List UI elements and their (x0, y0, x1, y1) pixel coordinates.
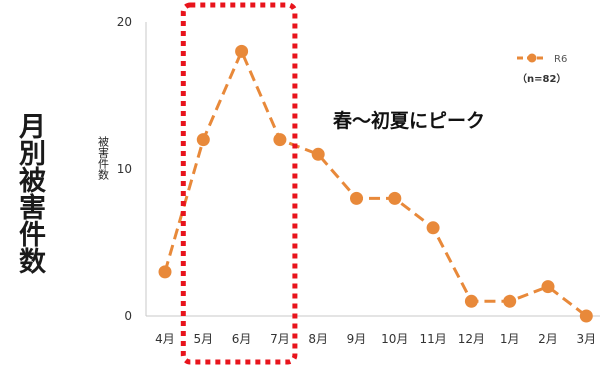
data-point-2 (196, 133, 210, 147)
x-tick-label-1: 4月 (155, 332, 175, 346)
y-tick-label-20: 20 (117, 15, 132, 29)
data-point-9 (464, 294, 478, 308)
x-tick-label-11: 2月 (538, 332, 558, 346)
x-tick-label-5: 8月 (308, 332, 328, 346)
data-point-10 (503, 294, 517, 308)
annotation-text: 春～初夏にピーク (333, 109, 485, 132)
highlight-box (180, 2, 298, 365)
legend-n-count: （n=82） (517, 72, 566, 85)
y-tick-labels: 0 10 20 (117, 15, 132, 323)
legend-label: R6 (554, 54, 567, 65)
y-axis-label: 被害件数 (97, 136, 110, 181)
data-point-7 (388, 191, 402, 205)
data-point-12 (579, 309, 593, 323)
x-tick-label-10: 1月 (500, 332, 520, 346)
x-tick-label-12: 3月 (576, 332, 596, 346)
data-point-4 (273, 133, 287, 147)
x-tick-label-3: 6月 (232, 332, 252, 346)
data-point-3 (235, 44, 249, 58)
y-tick-label-0: 0 (124, 309, 132, 323)
data-point-8 (426, 221, 440, 235)
data-point-1 (158, 265, 172, 279)
x-tick-label-8: 11月 (419, 332, 446, 346)
x-tick-label-9: 12月 (458, 332, 485, 346)
legend-swatch-marker (527, 53, 537, 63)
legend: R6 （n=82） (517, 53, 567, 85)
x-tick-labels: 4月 5月 6月 7月 8月 9月 10月 11月 12月 1月 2月 3月 (155, 332, 596, 346)
x-tick-label-4: 7月 (270, 332, 290, 346)
series-layer (158, 44, 593, 323)
data-point-5 (311, 147, 325, 161)
x-tick-label-6: 9月 (347, 332, 367, 346)
series-line-r6 (163, 49, 588, 318)
data-point-11 (541, 280, 555, 294)
data-point-6 (350, 191, 363, 205)
side-label: 月別被害件数 (14, 112, 45, 274)
x-tick-label-7: 10月 (381, 332, 408, 346)
axis-layer (145, 22, 600, 317)
x-tick-label-2: 5月 (193, 332, 213, 346)
y-tick-label-10: 10 (117, 162, 132, 176)
